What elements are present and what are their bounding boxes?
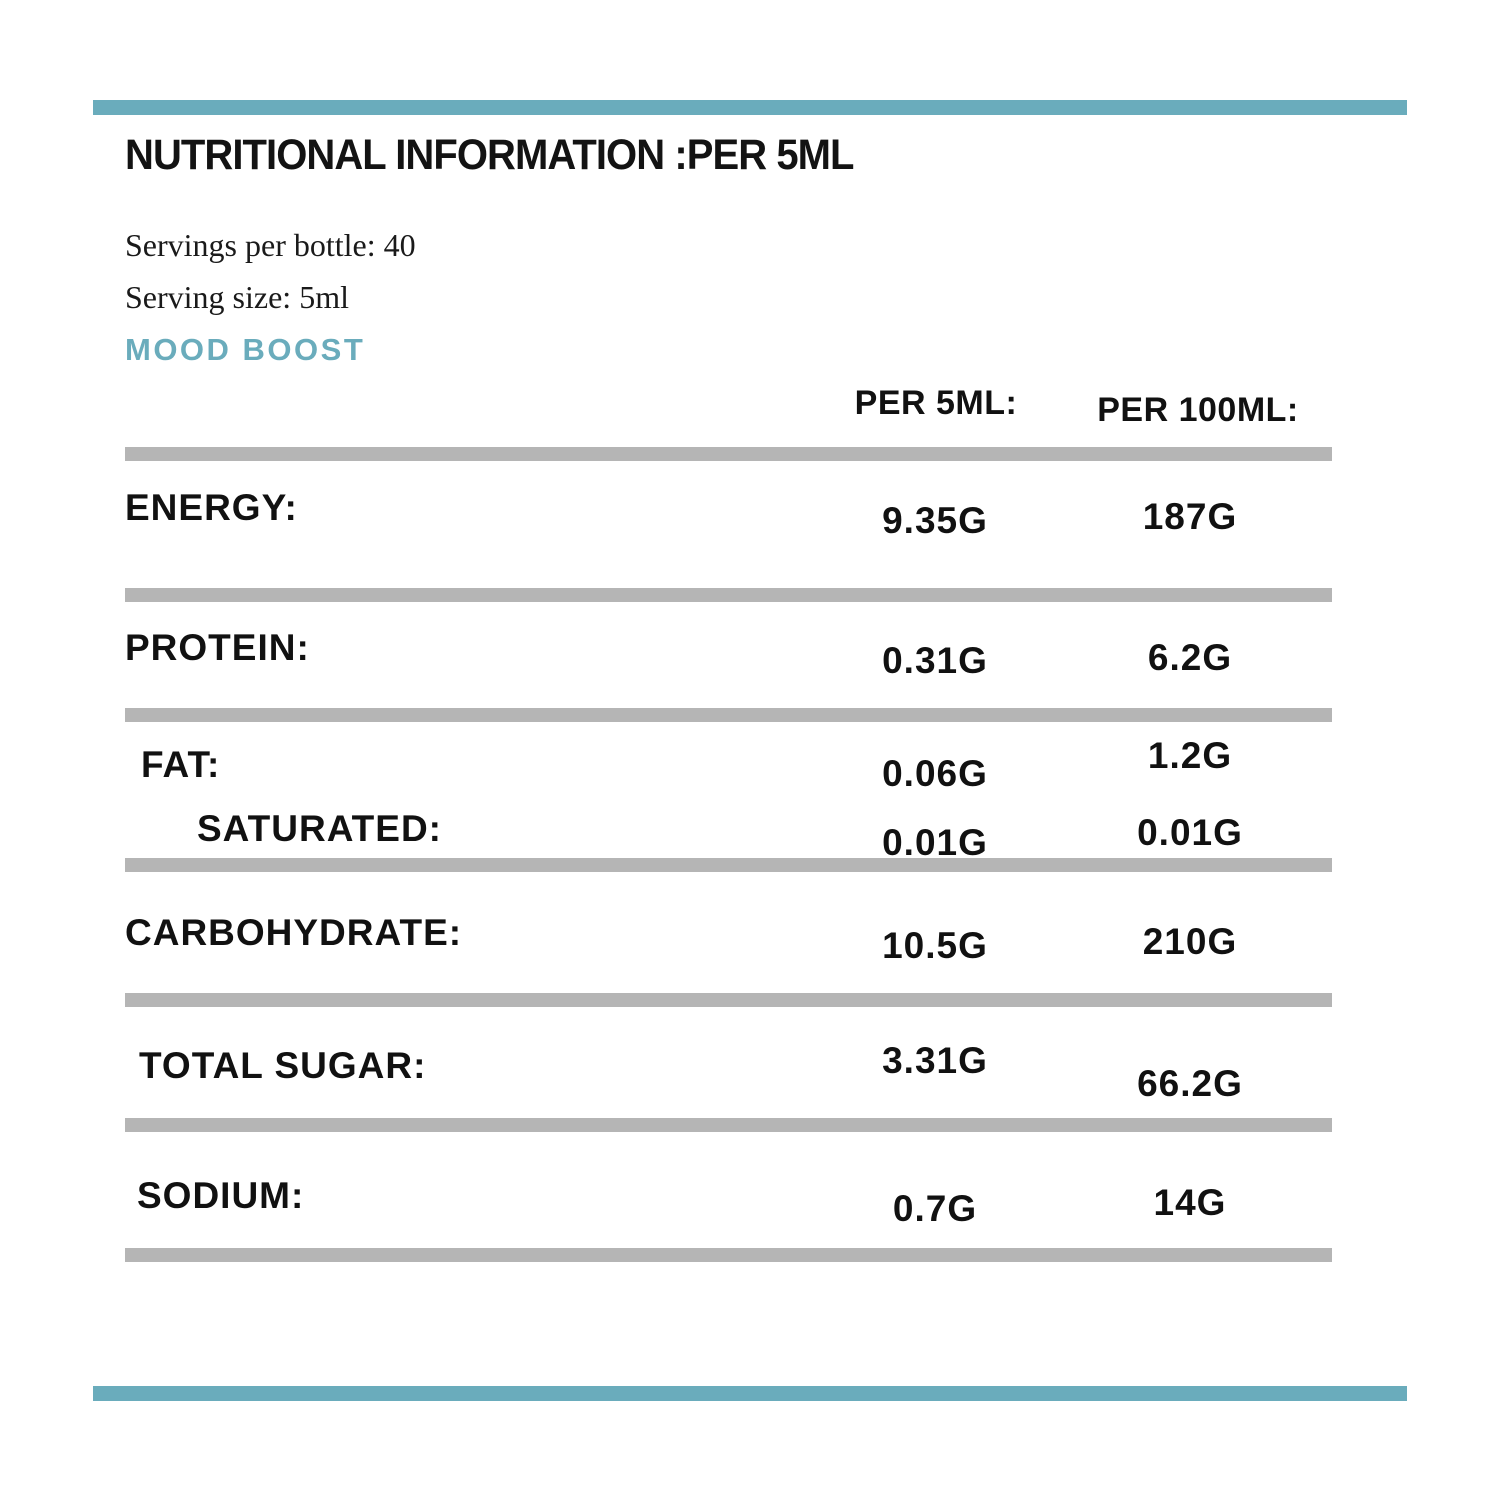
- top-accent-bar: [93, 100, 1407, 115]
- divider: [125, 993, 1332, 1007]
- row-label-energy: ENERGY:: [125, 487, 298, 528]
- row-label-protein: PROTEIN:: [125, 627, 310, 668]
- value-carbohydrate-per-5ml: 10.5G: [882, 925, 988, 966]
- value-fat-per-5ml: 0.06G: [882, 753, 988, 794]
- divider: [125, 1118, 1332, 1132]
- divider: [125, 1248, 1332, 1262]
- row-label-saturated: SATURATED:: [197, 808, 442, 849]
- value-protein-per-5ml: 0.31G: [882, 640, 988, 681]
- servings-per-bottle-text: Servings per bottle: 40: [125, 227, 416, 263]
- value-total-sugar-per-100ml: 66.2G: [1137, 1063, 1243, 1104]
- page-title: NUTRITIONAL INFORMATION :PER 5ML: [125, 131, 854, 179]
- value-carbohydrate-per-100ml: 210G: [1142, 921, 1238, 962]
- divider: [125, 858, 1332, 872]
- value-sodium-per-5ml: 0.7G: [892, 1188, 978, 1229]
- column-header-per-100ml: PER 100ML:: [1097, 391, 1299, 429]
- divider: [125, 447, 1332, 461]
- value-total-sugar-per-5ml: 3.31G: [882, 1040, 988, 1081]
- divider: [125, 588, 1332, 602]
- bottom-accent-bar: [93, 1386, 1407, 1401]
- row-label-carbohydrate: CARBOHYDRATE:: [125, 912, 463, 953]
- value-fat-per-100ml: 1.2G: [1147, 735, 1233, 776]
- value-sodium-per-100ml: 14G: [1153, 1182, 1227, 1223]
- divider: [125, 708, 1332, 722]
- value-saturated-per-100ml: 0.01G: [1137, 812, 1243, 853]
- serving-size-text: Serving size: 5ml: [125, 279, 349, 315]
- product-name: MOOD BOOST: [125, 332, 366, 367]
- value-energy-per-5ml: 9.35G: [882, 500, 988, 541]
- column-header-per-5ml: PER 5ML:: [854, 384, 1018, 422]
- row-label-fat: FAT:: [141, 744, 221, 785]
- value-saturated-per-5ml: 0.01G: [882, 822, 988, 863]
- value-protein-per-100ml: 6.2G: [1147, 637, 1233, 678]
- row-label-total-sugar: TOTAL SUGAR:: [139, 1045, 427, 1086]
- row-label-sodium: SODIUM:: [137, 1175, 305, 1216]
- value-energy-per-100ml: 187G: [1142, 496, 1238, 537]
